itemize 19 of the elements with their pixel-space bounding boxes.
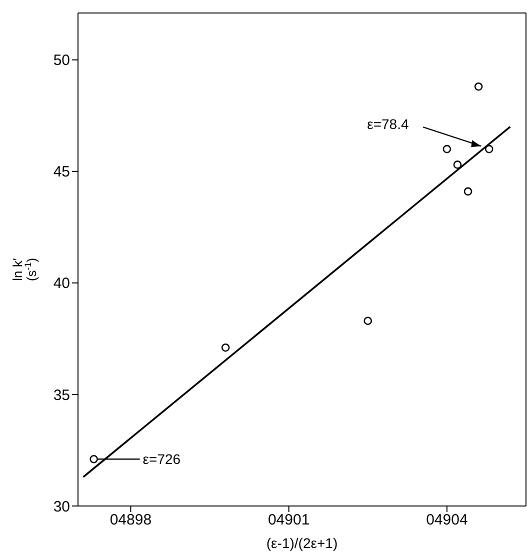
y-tick-label: 50 <box>53 52 70 70</box>
point <box>453 160 462 169</box>
point <box>464 187 472 196</box>
y-tick-label: 30 <box>53 498 70 516</box>
annotation: ε=726 <box>142 451 181 468</box>
point <box>221 343 230 352</box>
y-tick-label: 40 <box>53 275 70 292</box>
x-tick-label: 04901 <box>268 512 310 529</box>
point <box>474 82 483 91</box>
y-tick-label: 35 <box>53 386 70 404</box>
point <box>484 144 494 154</box>
annotation: ε=78.4 <box>367 116 409 132</box>
y-tick-label: 45 <box>53 164 70 181</box>
point <box>364 316 372 325</box>
x-tick-label: 04904 <box>426 512 468 529</box>
x-tick-label: 04898 <box>110 512 152 529</box>
x-axis-title: (ε-1)/(2ε+1) <box>266 535 338 551</box>
point <box>90 455 98 464</box>
point <box>442 144 452 154</box>
